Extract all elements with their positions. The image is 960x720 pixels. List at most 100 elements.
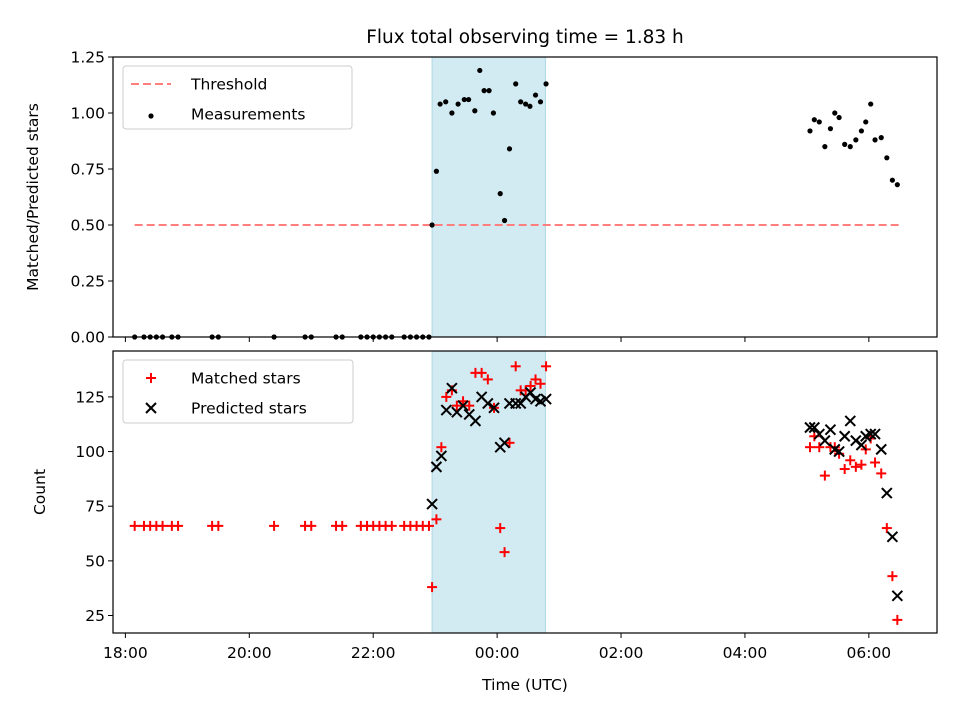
data-point xyxy=(847,144,853,150)
data-point xyxy=(466,96,472,103)
y-tick-label: 75 xyxy=(85,498,105,516)
data-point xyxy=(838,430,851,442)
data-point xyxy=(429,222,435,228)
data-point xyxy=(845,455,856,466)
legend-box xyxy=(122,359,354,424)
data-point xyxy=(804,442,815,453)
data-point xyxy=(833,445,845,458)
data-point xyxy=(869,428,881,440)
legend-label: Predicted stars xyxy=(191,400,307,418)
y-tick-label: 0.75 xyxy=(70,161,105,179)
data-point xyxy=(457,399,469,412)
data-point xyxy=(855,439,868,451)
x-tick-label: 04:00 xyxy=(723,644,768,662)
bottom-panel: 25 50 75 100 125 Count 18:00 20:00 22:00 00:00 02:… xyxy=(31,350,938,662)
y-tick-label: 0.50 xyxy=(70,217,105,235)
data-point xyxy=(858,128,865,134)
bottom-legend: Matched stars Predicted stars xyxy=(122,359,354,424)
data-point xyxy=(499,547,510,558)
data-point xyxy=(495,523,506,534)
data-point xyxy=(433,168,440,174)
data-point xyxy=(451,400,462,411)
x-axis-label: Time (UTC) xyxy=(481,676,568,694)
data-point xyxy=(822,144,828,150)
data-point xyxy=(814,442,825,453)
data-point xyxy=(872,137,878,143)
data-point xyxy=(804,421,816,434)
data-point xyxy=(461,96,467,103)
data-point xyxy=(431,514,442,525)
data-point xyxy=(437,101,443,107)
legend-label: Threshold xyxy=(190,76,267,94)
data-point xyxy=(509,397,522,410)
data-point xyxy=(472,108,478,114)
bottom-series-predicted-stars xyxy=(426,382,904,602)
x-tick-label: 18:00 xyxy=(103,644,148,662)
data-point xyxy=(435,450,448,462)
legend-entry: Measurements xyxy=(148,106,306,124)
legend-marker xyxy=(148,113,154,119)
legend-label: Matched stars xyxy=(191,370,301,388)
y-tick-label: 50 xyxy=(85,552,105,570)
data-point xyxy=(213,520,224,531)
data-point xyxy=(523,101,529,107)
data-point xyxy=(488,402,500,414)
data-point xyxy=(878,135,884,141)
data-point xyxy=(540,393,552,405)
data-point xyxy=(157,520,168,531)
data-point xyxy=(476,367,487,378)
data-point xyxy=(537,99,544,105)
data-point xyxy=(510,361,521,372)
data-point xyxy=(449,110,455,116)
data-point xyxy=(504,437,515,448)
data-point xyxy=(386,520,397,531)
data-point xyxy=(889,177,895,183)
data-point xyxy=(306,520,317,531)
data-point xyxy=(482,397,494,410)
data-point xyxy=(482,374,493,385)
data-point xyxy=(808,421,821,434)
top-plot-frame xyxy=(112,56,938,338)
data-point xyxy=(881,487,893,499)
bottom-series-matched-stars xyxy=(129,361,903,625)
legend-label: Measurements xyxy=(191,106,306,124)
data-point xyxy=(443,99,449,105)
data-point xyxy=(469,415,482,427)
data-point xyxy=(807,128,813,134)
data-point xyxy=(868,101,874,107)
data-point xyxy=(269,520,280,531)
data-point xyxy=(524,386,537,399)
data-point xyxy=(477,67,483,74)
data-point xyxy=(887,571,898,582)
data-point xyxy=(525,380,536,391)
data-point xyxy=(490,110,497,116)
data-point xyxy=(129,520,140,531)
y-tick-label: 0.00 xyxy=(70,329,105,347)
data-point xyxy=(819,434,831,447)
data-point xyxy=(173,520,184,531)
data-point xyxy=(870,457,881,468)
data-point xyxy=(850,461,861,472)
data-point xyxy=(541,361,552,372)
data-point xyxy=(856,459,867,470)
data-point xyxy=(863,119,869,125)
data-point xyxy=(481,88,487,94)
legend-entry: Predicted stars xyxy=(145,400,307,418)
y-tick-label: 100 xyxy=(75,443,105,461)
x-tick-label: 00:00 xyxy=(475,644,520,662)
data-point xyxy=(337,520,348,531)
data-point xyxy=(844,415,856,427)
x-tick-label: 06:00 xyxy=(847,644,892,662)
data-point xyxy=(498,437,511,449)
data-point xyxy=(486,88,492,94)
top-observing-window-shade xyxy=(431,56,546,338)
x-tick-label: 22:00 xyxy=(351,644,396,662)
data-point xyxy=(527,103,533,109)
legend-marker xyxy=(146,373,156,383)
data-point xyxy=(518,99,524,105)
data-point xyxy=(865,428,877,440)
bottom-plot-frame xyxy=(112,350,938,634)
data-point xyxy=(535,378,546,389)
data-point xyxy=(543,81,549,87)
